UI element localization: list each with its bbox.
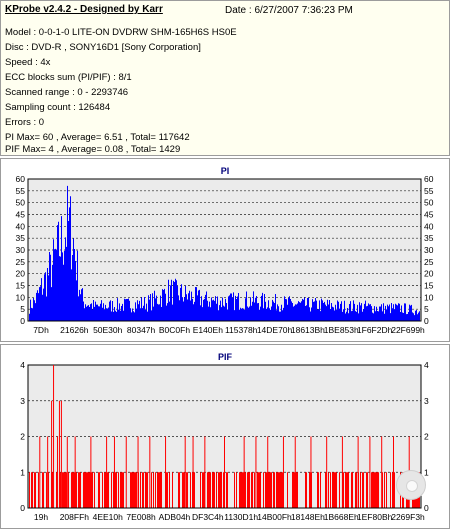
y-tick-left: 0 [20, 503, 25, 513]
x-tick-label: 22F699h [391, 325, 425, 335]
y-tick-right: 30 [424, 245, 434, 255]
x-tick-label: 1F6F2Dh [357, 325, 393, 335]
x-tick-label: 21626h [60, 325, 89, 335]
y-tick-left: 15 [16, 281, 26, 291]
y-tick-right: 50 [424, 198, 434, 208]
x-tick-label: 18148Eh [291, 512, 325, 522]
x-tick-label: 1EF80Bh [357, 512, 393, 522]
y-tick-left: 4 [20, 360, 25, 370]
y-tick-right: 20 [424, 269, 434, 279]
x-tick-label: 7Dh [33, 325, 49, 335]
x-tick-label: 14DE70h [257, 325, 293, 335]
info-pi-summary: PI Max= 60 , Average= 6.51 , Total= 1176… [5, 132, 190, 143]
info-model: Model : 0-0-1-0 LITE-ON DVDRW SHM-165H6S… [5, 27, 237, 38]
x-tick-label: 1B668Eh [324, 512, 359, 522]
y-tick-left: 60 [16, 174, 26, 184]
y-tick-right: 40 [424, 221, 434, 231]
info-sampling-count: Sampling count : 126484 [5, 102, 111, 113]
pif-chart-panel: PIF 0 0 1 1 2 2 3 3 4 4 19h 208FFh 4EE10h 7E008h ADB04h… [0, 344, 450, 529]
pi-chart-panel: PI 0 0 5 5 10 10 15 15 20 20 25 25 30 30 35 35 40 40 45 45 50… [0, 158, 450, 342]
x-tick-label: B0C0Fh [159, 325, 190, 335]
y-tick-left: 10 [16, 292, 26, 302]
info-panel: KProbe v2.4.2 - Designed by Karr Date : … [0, 0, 450, 156]
y-tick-left: 1 [20, 467, 25, 477]
y-tick-right: 1 [424, 467, 429, 477]
x-tick-label: 2269F3h [391, 512, 425, 522]
x-tick-label: E140Eh [193, 325, 224, 335]
y-tick-left: 50 [16, 198, 26, 208]
y-tick-right: 35 [424, 233, 434, 243]
info-speed: Speed : 4x [5, 57, 51, 68]
y-tick-left: 35 [16, 233, 26, 243]
y-tick-right: 4 [424, 360, 429, 370]
x-tick-label: 4EE10h [93, 512, 124, 522]
y-tick-right: 25 [424, 257, 434, 267]
chart-title: PI [221, 166, 230, 176]
y-tick-left: 5 [20, 304, 25, 314]
x-tick-label: 50E30h [93, 325, 123, 335]
x-tick-label: 19h [34, 512, 48, 522]
y-tick-right: 3 [424, 396, 429, 406]
y-tick-left: 0 [20, 316, 25, 326]
x-tick-label: 1BE853h [324, 325, 359, 335]
x-tick-label: DF3C4h [192, 512, 224, 522]
y-tick-left: 55 [16, 186, 26, 196]
info-ecc-blocks: ECC blocks sum (PI/PIF) : 8/1 [5, 72, 132, 83]
y-tick-right: 45 [424, 210, 434, 220]
y-tick-right: 0 [424, 503, 429, 513]
x-tick-label: ADB04h [159, 512, 191, 522]
disc-watermark-icon [396, 470, 426, 500]
y-tick-right: 55 [424, 186, 434, 196]
y-tick-left: 45 [16, 210, 26, 220]
info-pif-summary: PIF Max= 4 , Average= 0.08 , Total= 1429 [5, 144, 181, 155]
scan-date: Date : 6/27/2007 7:36:23 PM [225, 5, 353, 16]
chart-title: PIF [218, 352, 233, 362]
y-tick-right: 60 [424, 174, 434, 184]
x-tick-label: 1130D1h [224, 512, 258, 522]
pif-chart: PIF 0 0 1 1 2 2 3 3 4 4 19h 208FFh 4EE10h 7E008h ADB04h… [20, 352, 429, 522]
x-tick-label: 14B00Fh [257, 512, 292, 522]
y-tick-right: 15 [424, 281, 434, 291]
x-tick-label: 7E008h [126, 512, 156, 522]
info-errors: Errors : 0 [5, 117, 45, 128]
app-title: KProbe v2.4.2 - Designed by Karr [5, 4, 163, 15]
x-tick-label: 115378h [225, 325, 258, 335]
y-tick-left: 20 [16, 269, 26, 279]
y-tick-left: 25 [16, 257, 26, 267]
y-tick-right: 5 [424, 304, 429, 314]
x-tick-label: 208FFh [60, 512, 90, 522]
y-tick-right: 10 [424, 292, 434, 302]
y-tick-left: 3 [20, 396, 25, 406]
y-tick-left: 2 [20, 432, 25, 442]
info-disc: Disc : DVD-R , SONY16D1 [Sony Corporatio… [5, 42, 201, 53]
x-tick-label: 18613Bh [291, 325, 325, 335]
y-tick-left: 30 [16, 245, 26, 255]
info-scanned-range: Scanned range : 0 - 2293746 [5, 87, 129, 98]
y-tick-right: 0 [424, 316, 429, 326]
y-tick-right: 2 [424, 432, 429, 442]
y-tick-left: 40 [16, 221, 26, 231]
x-tick-label: 80347h [127, 325, 156, 335]
